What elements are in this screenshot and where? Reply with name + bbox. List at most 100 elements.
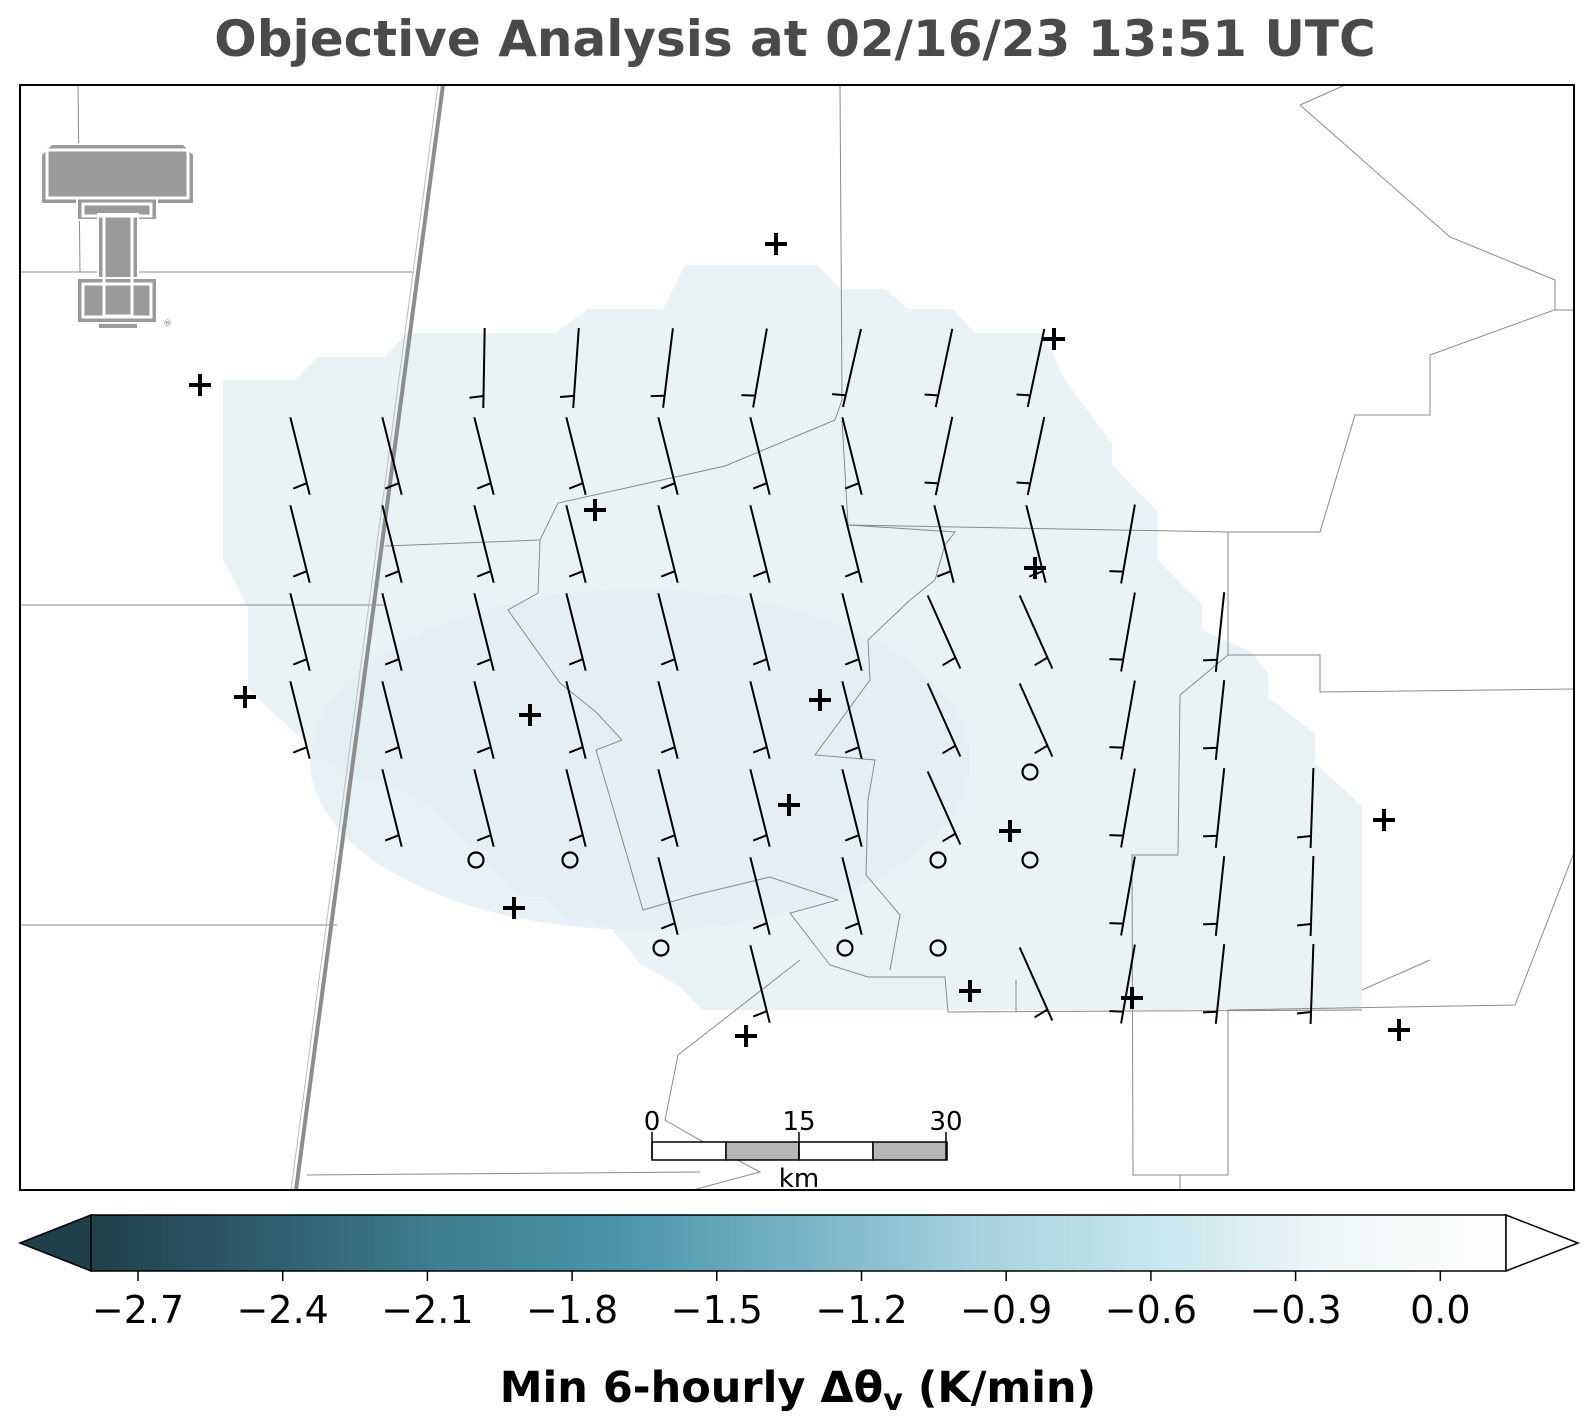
scale-unit: km — [779, 1164, 819, 1194]
station-circle-marker — [1021, 851, 1039, 869]
wind-barb — [841, 504, 863, 584]
station-plus-marker — [519, 704, 541, 726]
colorbar-tick-label: −2.1 — [381, 1288, 473, 1332]
colorbar-tick-label: −1.5 — [671, 1288, 763, 1332]
wind-barb — [841, 856, 863, 936]
station-markers — [189, 233, 1410, 1047]
wind-barb — [1109, 680, 1136, 760]
station-plus-marker — [1121, 987, 1143, 1009]
wind-barb — [381, 592, 403, 672]
wind-barb — [832, 328, 862, 408]
station-plus-marker — [234, 686, 256, 708]
wind-barb — [749, 944, 771, 1024]
wind-barb — [924, 416, 954, 496]
station-plus-marker — [584, 499, 606, 521]
wind-barb — [841, 768, 863, 848]
wind-barb — [749, 856, 771, 936]
wind-barb — [565, 416, 587, 496]
wind-barb — [289, 504, 311, 584]
station-plus-marker — [809, 689, 831, 711]
scale-tick-15: 15 — [782, 1107, 815, 1137]
wind-barb — [1109, 592, 1136, 672]
station-circle-marker — [467, 851, 485, 869]
wind-barb — [841, 416, 863, 496]
colorbar-tick-label: 0.0 — [1410, 1288, 1470, 1332]
colorbar: −2.7 −2.4 −2.1 −1.8 −1.5 −1.2 −0.9 −0.6 −0.3 0.0 … — [17, 1213, 1581, 1418]
colorbar-tick-label: −0.6 — [1105, 1288, 1197, 1332]
wind-barb — [469, 327, 486, 409]
wind-barb — [381, 680, 403, 760]
wind-barb — [1018, 595, 1054, 669]
colorbar-tick-label: −0.9 — [960, 1288, 1052, 1332]
station-circle-marker — [929, 939, 947, 957]
analysis-field-core — [310, 590, 970, 930]
station-plus-marker — [959, 980, 981, 1002]
wind-barb — [749, 768, 771, 848]
wind-barb — [749, 504, 771, 584]
wind-barb — [1109, 768, 1136, 848]
scale-tick-30: 30 — [929, 1107, 962, 1137]
wind-barb — [926, 595, 962, 669]
colorbar-tick-label: −0.3 — [1249, 1288, 1341, 1332]
station-circle-marker — [1021, 763, 1039, 781]
wind-barb — [565, 592, 587, 672]
colorbar-tick-label: −1.2 — [815, 1288, 907, 1332]
wind-barb — [926, 771, 962, 845]
wind-barb — [289, 416, 311, 496]
wind-barb — [1109, 856, 1136, 936]
wind-barb — [1109, 504, 1136, 584]
wind-barb — [473, 592, 495, 672]
wind-barb — [650, 328, 674, 408]
station-plus-marker — [765, 233, 787, 255]
wind-barb — [657, 856, 679, 936]
wind-barb — [1018, 947, 1054, 1021]
station-circle-marker — [652, 939, 670, 957]
wind-barb — [289, 592, 311, 672]
wind-barb — [1296, 767, 1315, 849]
station-plus-marker — [1388, 1019, 1410, 1041]
station-plus-marker — [1043, 328, 1065, 350]
map-frame — [19, 84, 1575, 1191]
station-circle-marker — [561, 851, 579, 869]
wind-barb — [657, 768, 679, 848]
wind-barb — [841, 592, 863, 672]
wind-barb — [565, 768, 587, 848]
colorbar-upper-extend — [1505, 1213, 1581, 1273]
wind-barb — [657, 592, 679, 672]
station-circle-marker — [836, 939, 854, 957]
station-plus-marker — [735, 1025, 757, 1047]
wind-barb — [749, 416, 771, 496]
wind-barb — [1203, 592, 1226, 672]
wind-barb — [473, 768, 495, 848]
station-plus-marker — [189, 374, 211, 396]
wind-barb — [657, 416, 679, 496]
station-plus-marker — [1373, 809, 1395, 831]
wind-barb — [473, 504, 495, 584]
colorbar-body — [90, 1214, 1507, 1272]
colorbar-tick-label: −1.8 — [526, 1288, 618, 1332]
wind-barb — [1109, 944, 1136, 1024]
county-borders — [20, 84, 1576, 1191]
svg-text:®: ® — [163, 319, 172, 329]
station-plus-marker — [778, 794, 800, 816]
wind-barb — [1018, 683, 1054, 757]
wind-barb — [657, 680, 679, 760]
scale-bar: 0 15 30 km — [644, 1107, 963, 1194]
wind-barb — [565, 680, 587, 760]
wind-barb — [381, 768, 403, 848]
wind-barb — [1203, 680, 1226, 760]
wind-barb — [741, 328, 768, 408]
map-title: Objective Analysis at 02/16/23 13:51 UTC — [214, 10, 1376, 68]
wind-barb — [749, 680, 771, 760]
station-plus-marker — [503, 897, 525, 919]
wind-barb — [381, 416, 403, 496]
colorbar-tick-label: −2.4 — [237, 1288, 329, 1332]
wind-barb — [657, 504, 679, 584]
station-circle-marker — [929, 851, 947, 869]
wind-barb — [473, 416, 495, 496]
wind-barb — [926, 683, 962, 757]
highway-line — [294, 84, 445, 1191]
wind-barb — [933, 504, 955, 584]
wind-barb — [749, 592, 771, 672]
